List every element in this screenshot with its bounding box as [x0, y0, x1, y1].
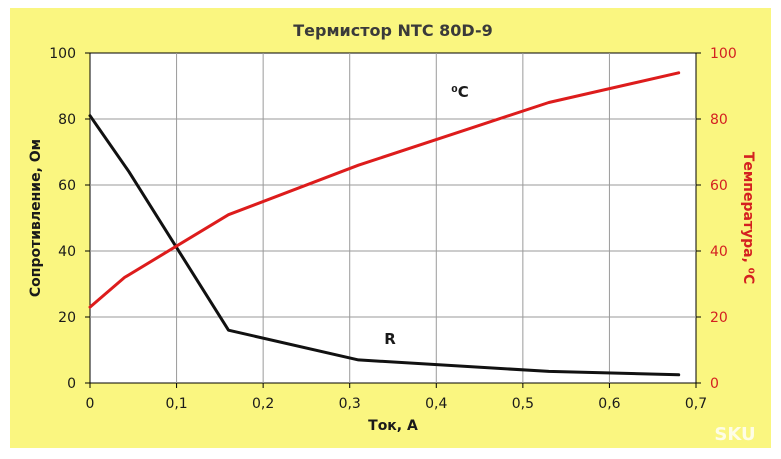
y-tick-label: 80 — [58, 112, 76, 128]
x-tick-label: 0 — [86, 396, 95, 412]
y-tick-label: 20 — [58, 310, 76, 326]
y-tick-label: 40 — [58, 244, 76, 260]
tick-labels: 0 0,1 0,2 0,3 0,4 0,5 0,6 0,7020406080100020406… — [49, 46, 736, 412]
series-line-temperature — [88, 71, 681, 309]
watermark-logo: SKU — [714, 424, 755, 445]
y-tick-label: 0 — [67, 376, 76, 392]
y-right-tick-label: 100 — [710, 46, 737, 62]
chart-title: Термистор NTC 80D-9 — [293, 21, 493, 40]
y-right-tick-label: 20 — [710, 310, 728, 326]
series-label-resistance: R — [384, 330, 396, 348]
x-tick-label: 0,7 — [685, 396, 707, 412]
x-tick-label: 0,4 — [425, 396, 447, 412]
y-tick-label: 100 — [49, 46, 76, 62]
x-tick-label: 0,6 — [598, 396, 620, 412]
series-label-temperature: ⁰С — [451, 83, 469, 101]
y-right-tick-label: 40 — [710, 244, 728, 260]
plot-area — [89, 52, 697, 384]
y-axis-right-label: Температура, ⁰С — [740, 152, 756, 284]
y-tick-label: 60 — [58, 178, 76, 194]
y-axis-label: Сопротивление, Ом — [28, 139, 44, 297]
x-tick-label: 0,2 — [252, 396, 274, 412]
x-tick-label: 0,3 — [339, 396, 361, 412]
x-tick-label: 0,5 — [512, 396, 534, 412]
y-right-tick-label: 0 — [710, 376, 719, 392]
grid-lines — [90, 53, 696, 383]
x-axis-label: Ток, А — [368, 418, 418, 434]
series-line-resistance — [88, 114, 681, 377]
y-right-tick-label: 80 — [710, 112, 728, 128]
series-lines — [88, 71, 681, 377]
y-right-tick-label: 60 — [710, 178, 728, 194]
x-tick-label: 0,1 — [165, 396, 187, 412]
